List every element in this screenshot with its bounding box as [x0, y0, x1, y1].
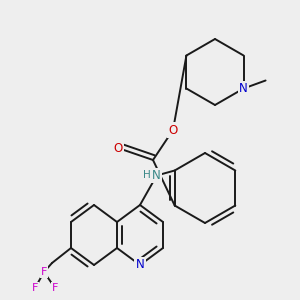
Text: F: F — [41, 267, 47, 277]
Text: N: N — [136, 259, 144, 272]
Text: F: F — [52, 283, 58, 293]
Text: N: N — [239, 82, 248, 95]
Text: H: H — [143, 170, 151, 181]
Text: O: O — [113, 142, 123, 154]
Text: F: F — [32, 283, 38, 293]
Text: N: N — [152, 169, 161, 182]
Text: O: O — [168, 124, 178, 136]
